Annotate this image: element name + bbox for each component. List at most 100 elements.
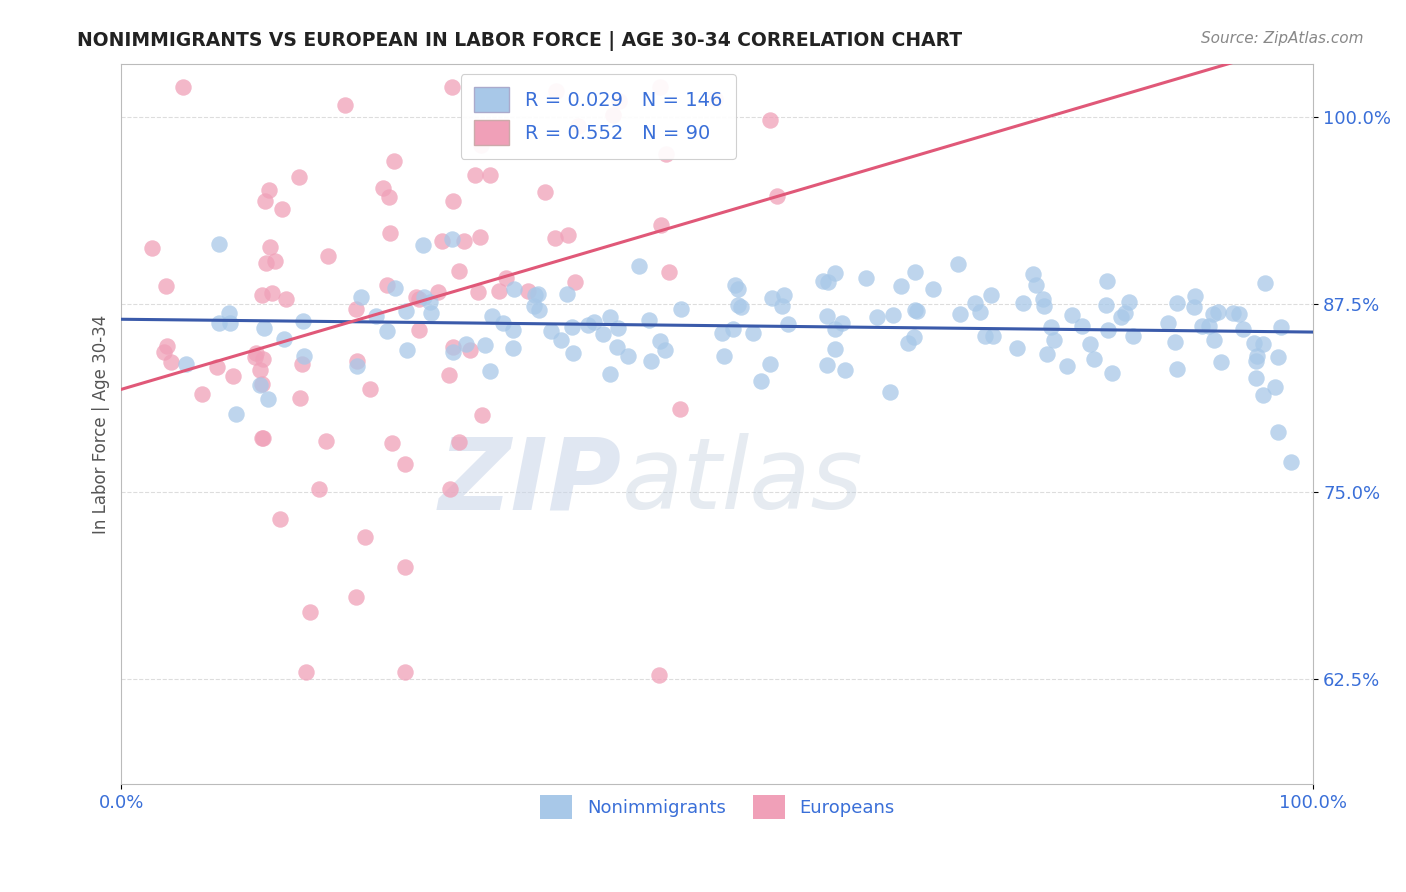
- Point: [1095, 297, 1118, 311]
- Point: [582, 315, 605, 329]
- Point: [650, 218, 672, 232]
- Point: [467, 285, 489, 299]
- Point: [287, 170, 309, 185]
- Point: [408, 323, 430, 337]
- Point: [855, 270, 877, 285]
- Point: [602, 108, 624, 122]
- Point: [380, 226, 402, 240]
- Point: [273, 332, 295, 346]
- Point: [523, 288, 546, 302]
- Point: [567, 120, 589, 134]
- Text: atlas: atlas: [621, 434, 863, 531]
- Point: [904, 265, 927, 279]
- Point: [1204, 334, 1226, 348]
- Point: [269, 512, 291, 526]
- Point: [335, 98, 357, 112]
- Point: [1071, 318, 1094, 333]
- Point: [527, 287, 550, 301]
- Point: [222, 368, 245, 383]
- Point: [254, 194, 277, 209]
- Point: [1191, 319, 1213, 334]
- Point: [263, 254, 285, 268]
- Point: [252, 287, 274, 301]
- Point: [174, 357, 197, 371]
- Point: [606, 340, 628, 354]
- Point: [243, 350, 266, 364]
- Point: [495, 271, 517, 285]
- Point: [534, 186, 557, 200]
- Point: [440, 232, 463, 246]
- Point: [252, 352, 274, 367]
- Point: [517, 285, 540, 299]
- Point: [141, 241, 163, 255]
- Point: [381, 436, 404, 450]
- Point: [378, 190, 401, 204]
- Point: [1042, 334, 1064, 348]
- Point: [1227, 307, 1250, 321]
- Point: [834, 362, 856, 376]
- Point: [172, 79, 194, 94]
- Point: [479, 168, 502, 182]
- Point: [606, 320, 628, 334]
- Point: [1166, 362, 1188, 376]
- Point: [562, 346, 585, 360]
- Point: [439, 483, 461, 497]
- Point: [245, 346, 267, 360]
- Point: [502, 281, 524, 295]
- Point: [1083, 351, 1105, 366]
- Point: [1097, 323, 1119, 337]
- Point: [730, 301, 752, 315]
- Point: [1097, 274, 1119, 288]
- Point: [218, 316, 240, 330]
- Point: [155, 279, 177, 293]
- Point: [453, 234, 475, 248]
- Point: [1157, 316, 1180, 330]
- Point: [153, 345, 176, 359]
- Point: [1222, 306, 1244, 320]
- Point: [271, 202, 294, 216]
- Point: [1022, 267, 1045, 281]
- Point: [770, 299, 793, 313]
- Point: [1202, 307, 1225, 321]
- Point: [441, 194, 464, 208]
- Point: [1270, 319, 1292, 334]
- Point: [394, 665, 416, 679]
- Point: [250, 431, 273, 445]
- Point: [470, 137, 492, 152]
- Point: [544, 84, 567, 98]
- Point: [866, 310, 889, 324]
- Point: [1078, 337, 1101, 351]
- Point: [1246, 349, 1268, 363]
- Point: [156, 339, 179, 353]
- Point: [1101, 367, 1123, 381]
- Point: [776, 318, 799, 332]
- Point: [890, 279, 912, 293]
- Point: [259, 240, 281, 254]
- Point: [160, 355, 183, 369]
- Point: [359, 382, 381, 396]
- Point: [1243, 336, 1265, 351]
- Point: [602, 108, 624, 122]
- Point: [464, 168, 486, 182]
- Y-axis label: In Labor Force | Age 30-34: In Labor Force | Age 30-34: [93, 315, 110, 534]
- Point: [949, 307, 972, 321]
- Point: [815, 309, 838, 323]
- Point: [1244, 371, 1267, 385]
- Point: [640, 353, 662, 368]
- Point: [1035, 347, 1057, 361]
- Point: [291, 314, 314, 328]
- Point: [599, 310, 621, 324]
- Point: [412, 290, 434, 304]
- Point: [394, 559, 416, 574]
- Point: [669, 302, 692, 317]
- Point: [965, 296, 987, 310]
- Point: [274, 292, 297, 306]
- Point: [1232, 322, 1254, 336]
- Point: [344, 590, 367, 604]
- Point: [831, 316, 853, 330]
- Point: [879, 385, 901, 400]
- Point: [208, 236, 231, 251]
- Point: [256, 392, 278, 406]
- Point: [441, 344, 464, 359]
- Point: [824, 342, 846, 356]
